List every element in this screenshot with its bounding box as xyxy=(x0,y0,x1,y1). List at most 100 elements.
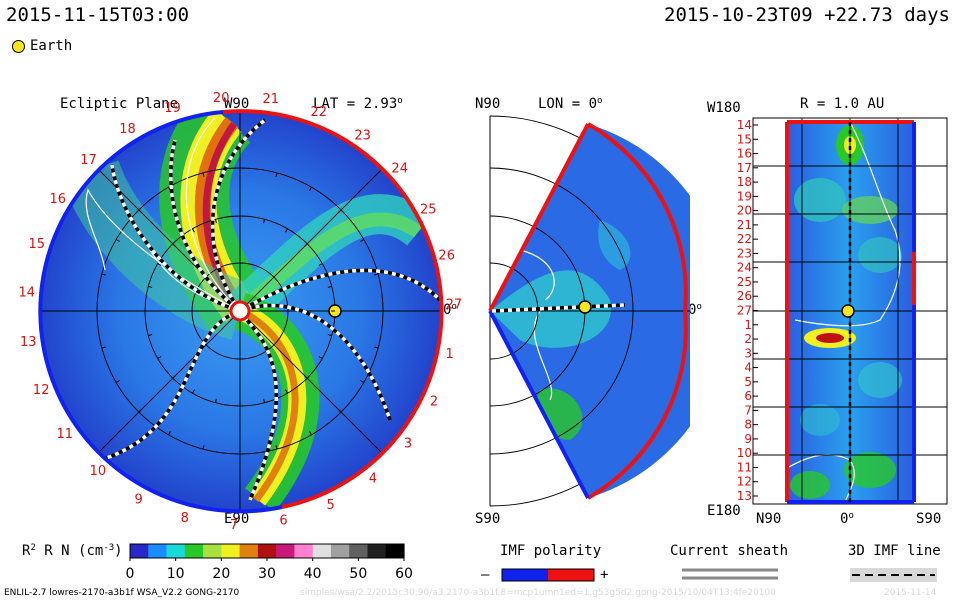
ecliptic-day-label: 17 xyxy=(80,153,97,168)
colorbar-segment xyxy=(203,544,222,558)
ecliptic-tick xyxy=(318,263,323,266)
map-row-label: 16 xyxy=(737,147,752,161)
map-row-label: 14 xyxy=(737,118,752,132)
ecliptic-tick xyxy=(263,219,266,224)
n90-label: N90 xyxy=(475,96,501,112)
imf-3d-title: 3D IMF line xyxy=(848,543,941,559)
colorbar-segment xyxy=(312,544,332,558)
model-time: 2015-10-23T09 +22.73 days xyxy=(664,4,950,26)
lon-label: LON = 0o xyxy=(538,96,603,112)
colorbar-segment xyxy=(276,544,295,558)
ecliptic-tick xyxy=(303,243,308,248)
meridional-earth-marker xyxy=(578,300,592,314)
ecliptic-tick xyxy=(101,346,106,349)
ecliptic-tick xyxy=(309,431,312,436)
ecliptic-tick xyxy=(318,356,323,359)
map-row-label: 19 xyxy=(737,189,752,203)
imf-plus-label: + xyxy=(600,567,609,583)
map-row-label: 8 xyxy=(744,418,752,432)
imf-negative-swatch xyxy=(502,569,548,581)
ecliptic-tick xyxy=(168,186,171,191)
ecliptic-tick xyxy=(374,273,379,276)
imf-polarity-title: IMF polarity xyxy=(500,543,602,559)
ecliptic-tick xyxy=(337,209,342,214)
colorbar: 0 10 20 30 40 50 60 xyxy=(126,543,413,582)
map-axis-n90: N90 xyxy=(756,511,782,527)
ecliptic-day-label: 18 xyxy=(119,122,136,137)
map-row-label: 24 xyxy=(737,261,752,275)
imf-minus-label: – xyxy=(481,567,490,583)
ecliptic-tick xyxy=(309,186,312,191)
ecliptic-tick xyxy=(148,334,153,337)
map-row-label: 2 xyxy=(744,332,752,346)
ecliptic-tick xyxy=(192,389,195,394)
ecliptic-day-label: 10 xyxy=(90,464,107,479)
map-row-label: 20 xyxy=(737,204,752,218)
map-plot: 1415161718192021222324252627123456789101… xyxy=(737,117,948,505)
ecliptic-tick xyxy=(172,243,177,248)
ecliptic-day-label: 24 xyxy=(391,162,408,177)
current-sheath-title: Current sheath xyxy=(670,543,789,559)
map-row-label: 7 xyxy=(744,403,752,417)
imf-positive-swatch xyxy=(548,569,594,581)
ecliptic-day-label: 22 xyxy=(311,105,328,120)
ecliptic-tick xyxy=(303,374,308,379)
colorbar-segment xyxy=(130,544,149,558)
map-row-label: 11 xyxy=(737,461,752,475)
colorbar-segment xyxy=(184,544,204,558)
map-row-label: 22 xyxy=(737,232,752,246)
ecliptic-tick xyxy=(327,334,332,337)
colorbar-label: R2 R N (cm-3) xyxy=(22,543,123,559)
ecliptic-day-label: 27 xyxy=(446,298,463,313)
s90-label: S90 xyxy=(475,511,501,527)
faint-path-footer: simples/wsa/2.2/2015c30:90/a3.2170-a3b1f… xyxy=(300,588,776,598)
ecliptic-zero-label: 0o xyxy=(443,302,457,318)
earth-legend-label: Earth xyxy=(30,38,73,54)
ecliptic-tick xyxy=(337,408,342,413)
ecliptic-day-label: 15 xyxy=(29,237,46,252)
ecliptic-tick xyxy=(263,398,266,403)
map-row-label: 25 xyxy=(737,275,752,289)
ecliptic-day-label: 6 xyxy=(279,514,287,529)
ecliptic-tick xyxy=(275,172,278,177)
colorbar-segment xyxy=(239,544,259,558)
ecliptic-tick xyxy=(148,285,153,288)
e180-label: E180 xyxy=(707,503,741,519)
ecliptic-day-label: 23 xyxy=(354,129,371,144)
map-row-label: 13 xyxy=(737,489,752,503)
map-row-label: 12 xyxy=(737,475,752,489)
ecliptic-tick xyxy=(168,431,171,436)
ecliptic-tick xyxy=(275,445,278,450)
colorbar-tick-label: 30 xyxy=(258,566,276,582)
map-row-label: 5 xyxy=(744,375,752,389)
sun-marker xyxy=(229,300,251,322)
colorbar-segment xyxy=(166,544,186,558)
meridional-zero-label: 0o xyxy=(688,302,702,318)
map-row-labels: 1415161718192021222324252627123456789101… xyxy=(737,118,758,503)
imf-3d-legend xyxy=(850,568,937,582)
ecliptic-tick xyxy=(360,239,365,242)
map-axis-s90: S90 xyxy=(916,511,942,527)
colorbar-segment xyxy=(221,544,241,558)
colorbar-segment xyxy=(385,544,405,558)
ecliptic-tick xyxy=(138,408,143,413)
map-axis-0: 0o xyxy=(840,511,854,527)
map-row-label: 17 xyxy=(737,161,752,175)
imf-polarity-legend xyxy=(501,568,595,582)
ecliptic-tick xyxy=(138,209,143,214)
colorbar-segment xyxy=(294,544,314,558)
map-row-label: 3 xyxy=(744,346,752,360)
colorbar-segment xyxy=(367,544,387,558)
ecliptic-day-label: 26 xyxy=(438,248,455,263)
ecliptic-tick xyxy=(360,380,365,383)
ecliptic-tick xyxy=(157,356,162,359)
ecliptic-tick xyxy=(157,263,162,266)
ecliptic-day-label: 2 xyxy=(430,394,438,409)
meridional-plot xyxy=(488,115,690,507)
map-row-label: 15 xyxy=(737,132,752,146)
ecliptic-tick xyxy=(327,285,332,288)
map-row-label: 23 xyxy=(737,246,752,260)
